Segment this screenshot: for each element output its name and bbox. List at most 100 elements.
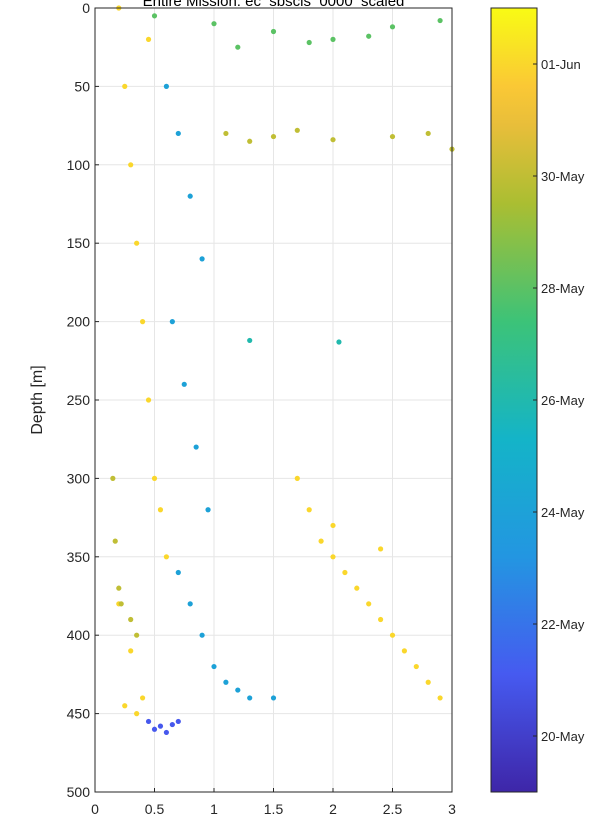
data-point (116, 585, 122, 591)
y-tick-label: 50 (74, 78, 90, 94)
y-tick-label: 200 (67, 314, 91, 330)
x-tick-label: 1.5 (264, 801, 284, 817)
data-point (389, 24, 396, 30)
colorbar-tick-label: 22-May (541, 617, 585, 632)
colorbar-tick-label: 24-May (541, 505, 585, 520)
data-point (294, 127, 300, 133)
data-point (247, 695, 253, 701)
data-point (247, 337, 253, 344)
data-point (163, 83, 169, 89)
data-point (122, 703, 128, 709)
data-point (205, 507, 211, 513)
x-axis: 0 0.5 1 1.5 2 2.5 3 (91, 788, 456, 817)
data-point (199, 632, 205, 638)
x-tick-label: 0.5 (145, 801, 165, 817)
x-tick-label: 1 (210, 801, 218, 817)
data-point (211, 21, 217, 27)
data-point (151, 13, 158, 19)
data-point (247, 138, 253, 144)
data-point (145, 36, 152, 42)
data-point (294, 475, 300, 481)
y-tick-label: 0 (82, 0, 90, 16)
colorbar-gradient (490, 7, 538, 793)
y-axis-label: Depth [m] (29, 365, 46, 434)
data-point (318, 538, 324, 544)
data-point (157, 507, 164, 513)
data-point (112, 538, 118, 544)
data-point (270, 133, 277, 140)
colorbar: 20-May 22-May 24-May 26-May 28-May 30-May 01-J… (490, 7, 585, 793)
data-point (134, 632, 140, 638)
y-tick-label: 100 (67, 157, 91, 173)
data-point (306, 39, 312, 46)
y-tick-label: 350 (67, 549, 91, 565)
data-point (151, 726, 158, 732)
y-tick-label: 450 (67, 706, 91, 722)
data-point (223, 679, 229, 685)
x-tick-label: 2.5 (383, 801, 403, 817)
data-point (401, 648, 407, 654)
data-point (330, 522, 336, 529)
data-point (187, 601, 193, 607)
y-tick-label: 250 (67, 392, 91, 408)
y-tick-label: 400 (67, 627, 91, 643)
plot-area (94, 5, 455, 793)
y-tick-label: 500 (67, 784, 91, 800)
data-point (128, 616, 134, 623)
data-point (425, 130, 431, 137)
data-point (342, 569, 348, 576)
data-point (354, 585, 360, 591)
data-point (223, 130, 229, 137)
chart-title: Entire Mission: ec_sbscls_0000_scaled (143, 0, 405, 10)
data-point (140, 695, 146, 701)
data-point (330, 554, 336, 560)
data-point (270, 695, 277, 701)
x-tick-label: 0 (91, 801, 99, 817)
colorbar-tick-label: 01-Jun (541, 57, 581, 72)
x-tick-label: 3 (448, 801, 456, 817)
data-point (413, 663, 419, 670)
data-point (145, 397, 152, 403)
data-point (151, 475, 158, 481)
data-point (118, 601, 124, 607)
data-point (199, 256, 205, 262)
data-point (235, 44, 241, 50)
data-point (169, 319, 175, 325)
data-point (378, 546, 384, 552)
data-point (366, 601, 372, 607)
data-point (336, 339, 342, 345)
data-point (134, 711, 140, 717)
data-point (169, 721, 175, 728)
data-point (330, 137, 336, 143)
data-point (235, 687, 241, 693)
y-tick-label: 300 (67, 470, 91, 486)
data-point (110, 475, 116, 481)
x-tick-label: 2 (329, 801, 337, 817)
data-point (330, 36, 336, 42)
data-point (145, 718, 152, 725)
data-point (211, 663, 217, 670)
data-point (378, 616, 384, 623)
y-tick-label: 150 (67, 235, 91, 251)
data-point (157, 723, 164, 729)
data-point (128, 648, 134, 654)
colorbar-tick-label: 30-May (541, 169, 585, 184)
data-point (175, 569, 181, 576)
y-axis: 0 50 100 150 200 250 300 350 400 450 500 (67, 0, 99, 800)
data-point (437, 695, 443, 701)
data-point (425, 679, 431, 685)
colorbar-tick-label: 28-May (541, 281, 585, 296)
data-point (389, 632, 396, 638)
data-point (193, 444, 199, 450)
colorbar-tick-label: 20-May (541, 729, 585, 744)
data-point (175, 130, 181, 137)
data-point (181, 381, 187, 387)
colorbar-tick-label: 26-May (541, 393, 585, 408)
data-point (270, 28, 277, 35)
data-point (187, 193, 193, 199)
data-point (163, 729, 169, 736)
data-point (128, 162, 134, 168)
data-point (366, 33, 372, 39)
data-point (163, 554, 169, 560)
